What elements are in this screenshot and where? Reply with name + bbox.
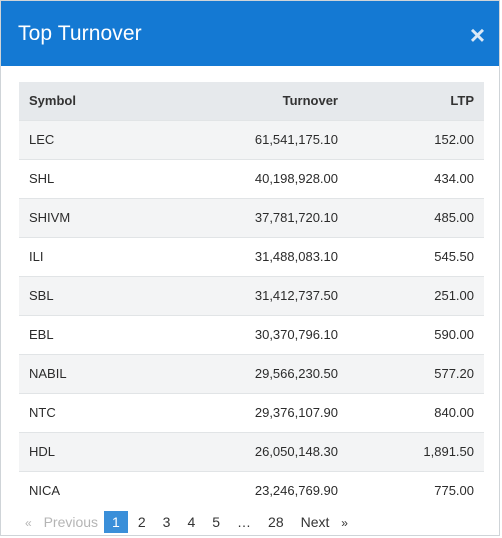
- page-button-1[interactable]: 1: [104, 510, 128, 533]
- cell-ltp: 577.20: [434, 366, 474, 381]
- cell-ltp: 840.00: [434, 405, 474, 420]
- cell-symbol: SBL: [29, 288, 54, 303]
- table-row: NICA 23,246,769.90 775.00: [19, 471, 484, 510]
- page-button-28[interactable]: 28: [268, 513, 284, 530]
- table-row: EBL 30,370,796.10 590.00: [19, 315, 484, 354]
- cell-ltp: 1,891.50: [423, 444, 474, 459]
- cell-symbol: ILI: [29, 249, 44, 264]
- column-header-turnover: Turnover: [282, 93, 338, 109]
- page-button-3[interactable]: 3: [162, 513, 171, 530]
- cell-ltp: 434.00: [434, 171, 474, 186]
- table-row: NTC 29,376,107.90 840.00: [19, 393, 484, 432]
- cell-turnover: 40,198,928.00: [254, 171, 338, 186]
- turnover-table: Symbol Turnover LTP LEC 61,541,175.10 15…: [19, 82, 484, 510]
- column-header-symbol: Symbol: [29, 93, 76, 109]
- table-row: SBL 31,412,737.50 251.00: [19, 276, 484, 315]
- close-icon[interactable]: ×: [469, 19, 485, 50]
- cell-symbol: NABIL: [29, 366, 67, 381]
- cell-symbol: HDL: [29, 444, 56, 459]
- cell-turnover: 29,566,230.50: [254, 366, 338, 381]
- cell-ltp: 251.00: [434, 288, 474, 303]
- table-header-row: Symbol Turnover LTP: [19, 82, 484, 120]
- cell-turnover: 31,488,083.10: [254, 249, 338, 264]
- page-button-2[interactable]: 2: [137, 513, 146, 530]
- turnover-table-container: Symbol Turnover LTP LEC 61,541,175.10 15…: [19, 82, 484, 510]
- table-row: SHIVM 37,781,720.10 485.00: [19, 198, 484, 237]
- previous-label: Previous: [43, 513, 99, 530]
- cell-turnover: 30,370,796.10: [254, 327, 338, 342]
- cell-turnover: 37,781,720.10: [254, 210, 338, 225]
- modal-title: Top Turnover: [18, 21, 142, 45]
- column-header-ltp: LTP: [450, 93, 474, 109]
- page-button-5[interactable]: 5: [212, 513, 221, 530]
- cell-ltp: 545.50: [434, 249, 474, 264]
- next-label: Next: [300, 513, 330, 530]
- previous-page-button[interactable]: « Previous: [19, 511, 104, 533]
- table-row: HDL 26,050,148.30 1,891.50: [19, 432, 484, 471]
- cell-turnover: 31,412,737.50: [254, 288, 338, 303]
- cell-ltp: 590.00: [434, 327, 474, 342]
- double-chevron-left-icon: «: [25, 515, 32, 530]
- cell-symbol: LEC: [29, 132, 55, 147]
- cell-symbol: EBL: [29, 327, 54, 342]
- pagination: « Previous 1 2 3 4 5 … 28 Next »: [19, 510, 354, 533]
- double-chevron-right-icon: »: [341, 515, 348, 530]
- page-button-4[interactable]: 4: [187, 513, 196, 530]
- next-page-button[interactable]: Next »: [295, 511, 354, 533]
- cell-ltp: 152.00: [434, 132, 474, 147]
- table-row: LEC 61,541,175.10 152.00: [19, 120, 484, 159]
- cell-turnover: 26,050,148.30: [254, 444, 338, 459]
- table-row: NABIL 29,566,230.50 577.20: [19, 354, 484, 393]
- cell-symbol: NTC: [29, 405, 56, 420]
- cell-symbol: SHIVM: [29, 210, 71, 225]
- cell-turnover: 61,541,175.10: [254, 132, 338, 147]
- cell-symbol: NICA: [29, 483, 61, 499]
- modal-header: Top Turnover ×: [1, 1, 499, 66]
- pagination-ellipsis: …: [237, 513, 252, 530]
- cell-turnover: 29,376,107.90: [254, 405, 338, 420]
- table-row: SHL 40,198,928.00 434.00: [19, 159, 484, 198]
- cell-ltp: 775.00: [434, 483, 474, 499]
- table-row: ILI 31,488,083.10 545.50: [19, 237, 484, 276]
- cell-symbol: SHL: [29, 171, 55, 186]
- cell-ltp: 485.00: [434, 210, 474, 225]
- cell-turnover: 23,246,769.90: [254, 483, 338, 499]
